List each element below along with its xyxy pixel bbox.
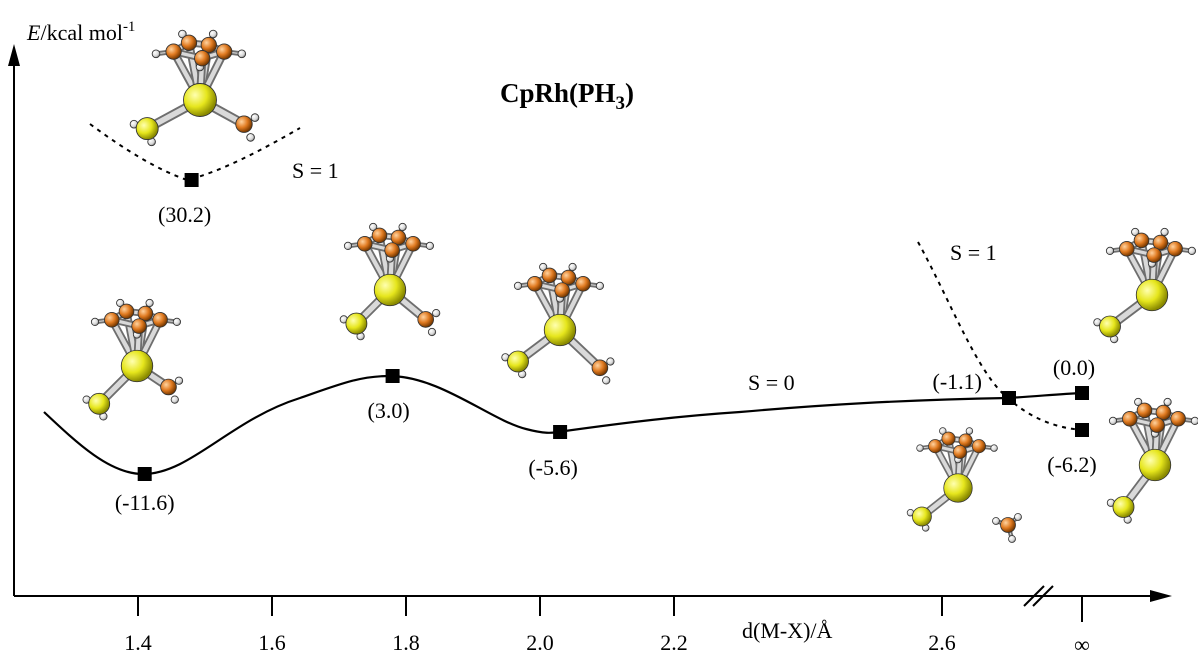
energy-label-1: (3.0) (368, 398, 410, 423)
energy-label-3: (-1.1) (933, 369, 982, 394)
x-tick-label-5: 2.6 (928, 630, 956, 653)
x-tick-marks (137, 597, 1083, 622)
data-markers (137, 173, 1089, 481)
triplet-curve-left (89, 123, 301, 182)
energy-label-2: (-5.6) (528, 455, 577, 480)
spin-state-label-0: S = 1 (292, 158, 339, 183)
axes: 1.4 1.6 1.8 2.0 2.2 2.6 ∞ (8, 44, 1172, 653)
data-point-4 (1075, 386, 1089, 400)
energy-label-4: (0.0) (1053, 355, 1095, 380)
chart-title: CpRh(PH3) (500, 78, 634, 114)
x-axis-label: d(M-X)/Å (742, 618, 833, 643)
molecule-triplet-minimum (129, 29, 260, 147)
molecule-global-minimum (82, 298, 184, 421)
data-point-2 (553, 425, 568, 439)
molecule-intermediate (501, 262, 615, 385)
data-point-5 (184, 173, 199, 187)
spin-state-labels: S = 1 S = 0 S = 1 (292, 158, 997, 395)
x-tick-labels: 1.4 1.6 1.8 2.0 2.2 2.6 ∞ (124, 630, 1090, 653)
y-axis-label: E/kcal mol-1 (26, 19, 135, 45)
x-tick-label-2: 1.8 (392, 630, 420, 653)
singlet-curve (43, 374, 1083, 476)
energy-label-6: (-6.2) (1047, 452, 1096, 477)
molecule-transition-state (339, 222, 441, 341)
molecule-dissociated-triplet (1106, 397, 1198, 524)
molecule-free-ligand-left (992, 513, 1022, 543)
data-point-0 (137, 467, 152, 481)
data-point-3 (1002, 391, 1016, 405)
x-tick-label-4: 2.2 (660, 630, 688, 653)
molecule-illustrations (82, 29, 1198, 543)
spin-state-label-1: S = 0 (748, 370, 795, 395)
spin-state-label-2: S = 1 (950, 240, 997, 265)
molecule-dissociated-product (906, 427, 998, 532)
energy-labels: (-11.6) (3.0) (-5.6) (-1.1) (0.0) (30.2) (-6.2… (115, 202, 1097, 515)
data-point-6 (1075, 423, 1089, 437)
x-axis-arrow (1150, 590, 1172, 602)
x-tick-label-0: 1.4 (124, 630, 152, 653)
energy-label-5: (30.2) (158, 202, 211, 227)
axis-break-icon (1023, 585, 1054, 607)
energy-label-0: (-11.6) (115, 490, 175, 515)
y-axis-arrow (8, 44, 20, 66)
x-tick-label-1: 1.6 (258, 630, 286, 653)
x-tick-label-6: ∞ (1074, 632, 1090, 653)
data-point-1 (385, 369, 400, 383)
molecule-dissociated-singlet (1093, 227, 1196, 344)
triplet-curve-right (917, 241, 1084, 431)
x-tick-label-3: 2.0 (526, 630, 554, 653)
